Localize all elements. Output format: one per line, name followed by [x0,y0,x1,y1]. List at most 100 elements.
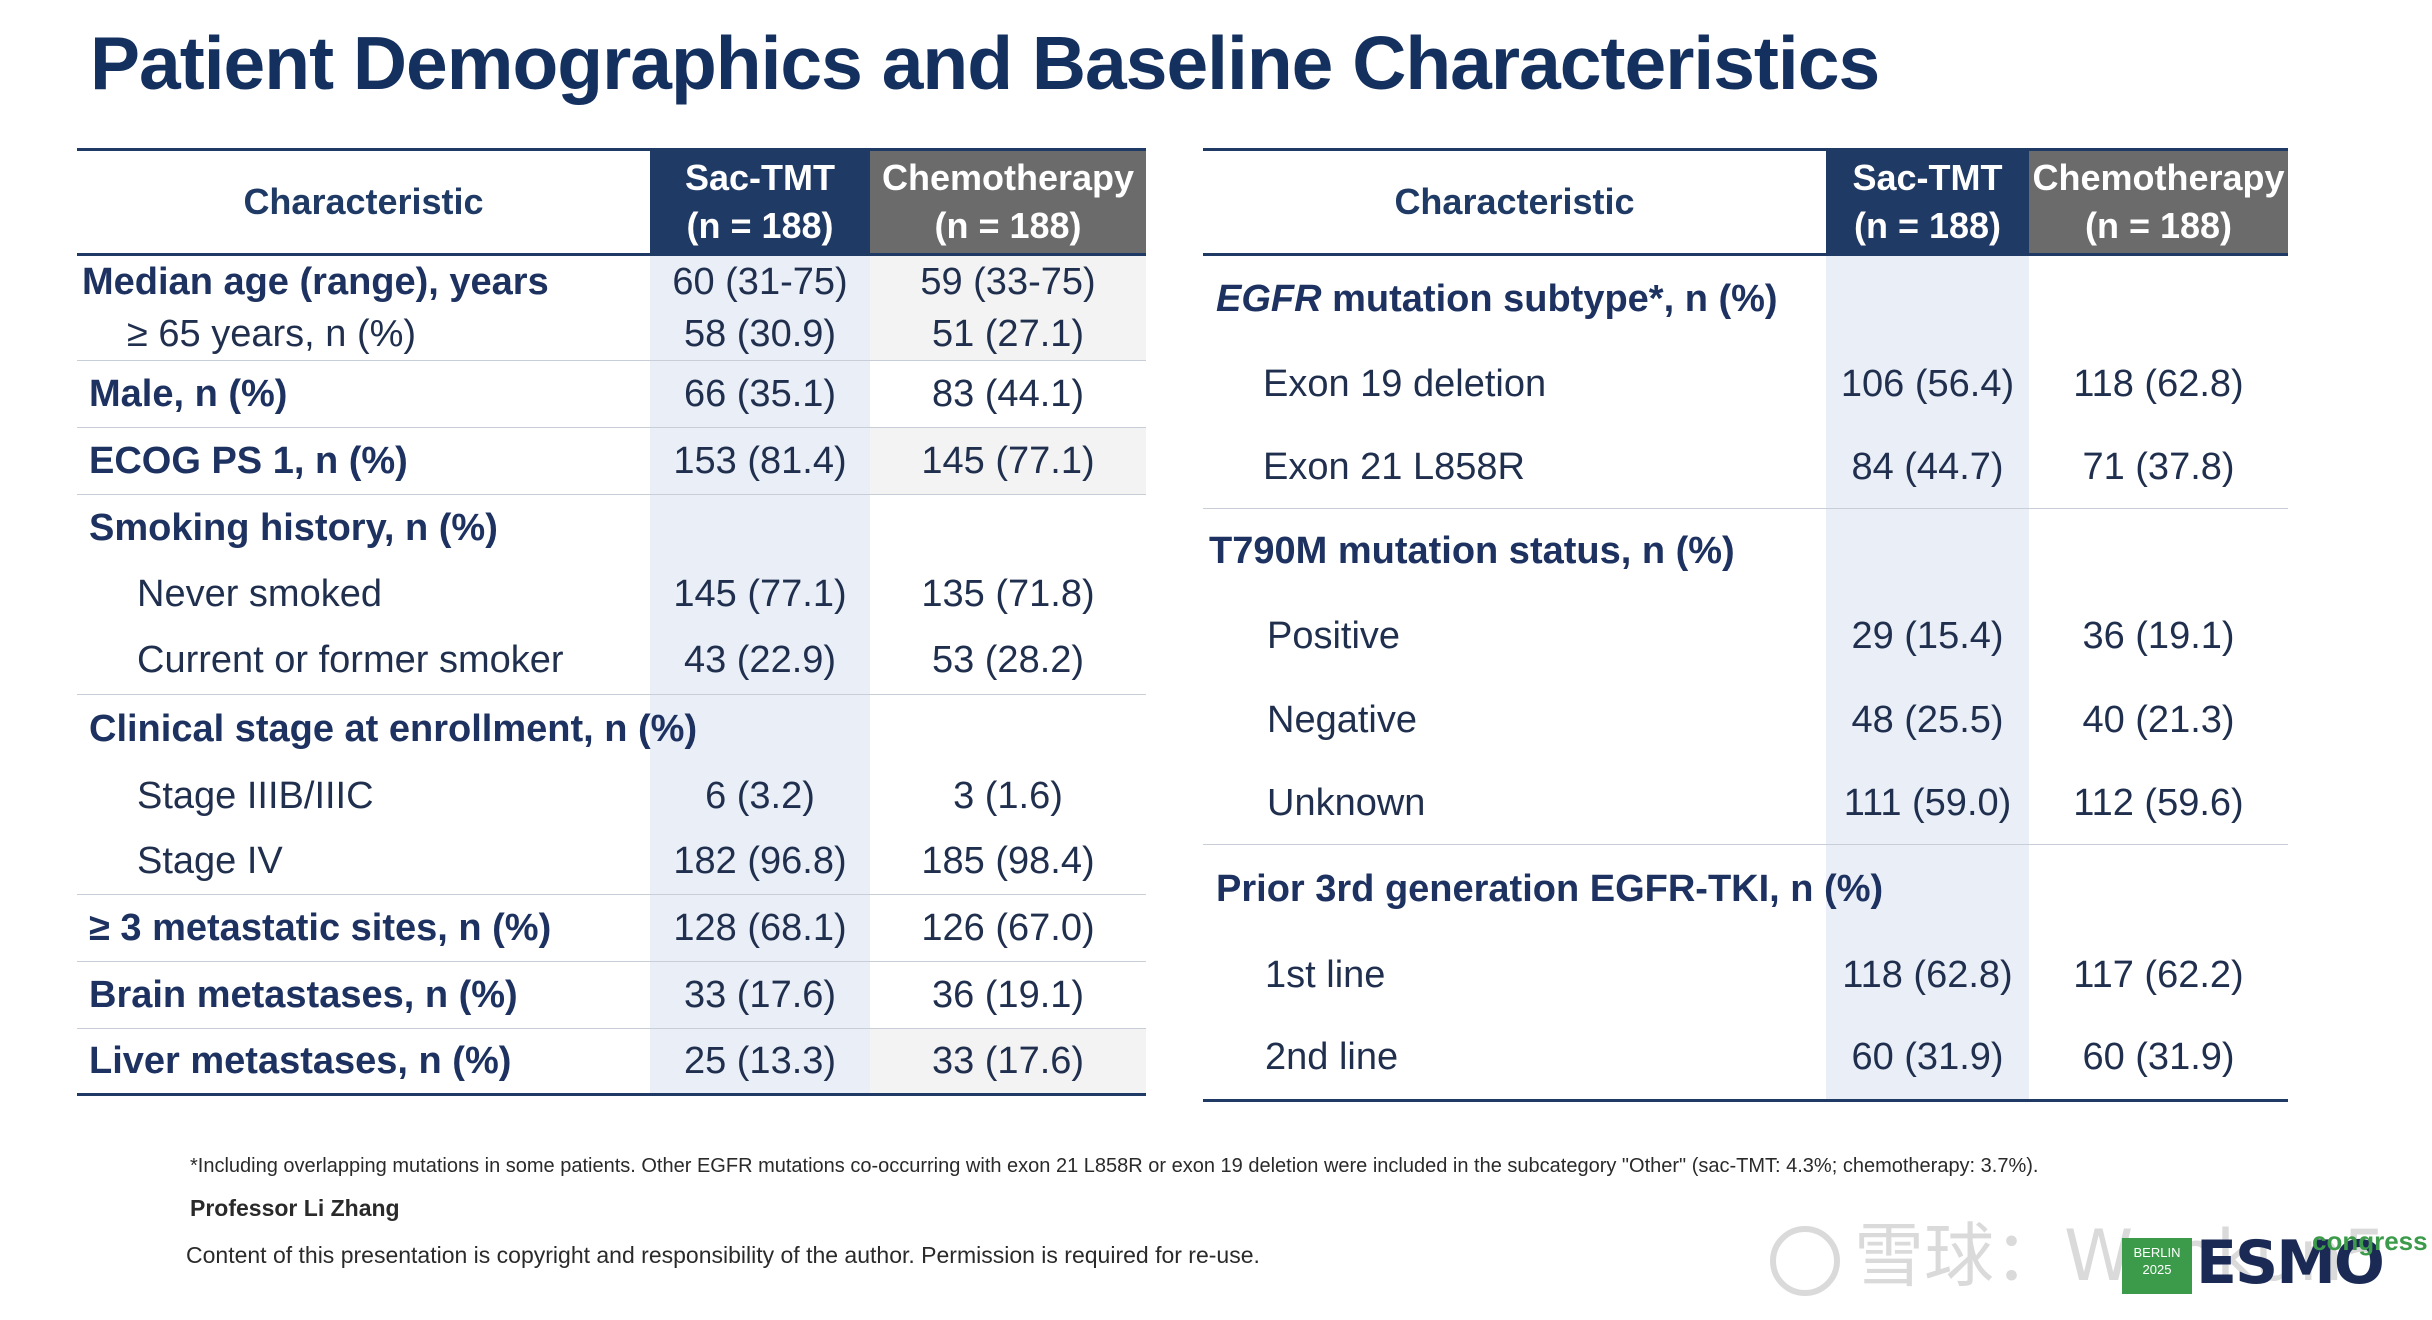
chemo-value: 3 (1.6) [870,764,1146,829]
chemo-value: 135 (71.8) [870,562,1146,627]
chemo-value [870,694,1146,765]
chemo-value: 33 (17.6) [870,1028,1146,1096]
row-label: Exon 19 deletion [1263,363,1547,405]
table-row: 1st line 118 (62.8) 117 (62.2) [1203,934,2288,1017]
chemo-value: 126 (67.0) [870,894,1146,962]
logo-city-badge: BERLIN 2025 [2122,1238,2192,1294]
chemo-value: 59 (33-75) [870,254,1146,309]
sac-value: 43 (22.9) [650,626,870,695]
sac-value: 111 (59.0) [1826,762,2029,845]
sac-value: 60 (31-75) [650,254,870,309]
table-row: Never smoked 145 (77.1) 135 (71.8) [77,562,1146,627]
sac-value [1826,844,2029,935]
table-row: Stage IV 182 (96.8) 185 (98.4) [77,828,1146,895]
sac-value: 48 (25.5) [1826,678,2029,763]
sac-value: 60 (31.9) [1826,1016,2029,1102]
table-row: Liver metastases, n (%) 25 (13.3) 33 (17… [77,1028,1146,1096]
table-row: Clinical stage at enrollment, n (%) [77,694,1146,765]
sac-value: 106 (56.4) [1826,342,2029,427]
table-row: Male, n (%) 66 (35.1) 83 (44.1) [77,360,1146,428]
header-chemo-n: (n = 188) [934,205,1082,246]
demographics-table-left: Characteristic Sac-TMT (n = 188) Chemoth… [77,148,1146,1096]
page-title: Patient Demographics and Baseline Charac… [90,21,1880,105]
chemo-value [2029,844,2288,935]
logo-brand: ESMO [2196,1228,2385,1298]
table-row: T790M mutation status, n (%) [1203,508,2288,595]
chemo-value: 40 (21.3) [2029,678,2288,763]
egfr-italic-label: EGFR [1216,277,1322,320]
chemo-value: 83 (44.1) [870,360,1146,428]
header-sac-n: (n = 188) [686,205,834,246]
watermark-text: 雪球：Wankun5 [1854,1215,2388,1297]
header-characteristic: Characteristic [77,148,650,256]
row-label: ECOG PS 1, n (%) [77,427,650,495]
row-label: Exon 21 L858R [1203,426,1826,509]
sac-value: 182 (96.8) [650,828,870,895]
header-sac-name: Sac-TMT [684,157,835,198]
chemo-value: 185 (98.4) [870,828,1146,895]
chemo-value [870,494,1146,563]
table-row: Positive 29 (15.4) 36 (19.1) [1203,594,2288,679]
row-label: Prior 3rd generation EGFR-TKI, n (%) [1216,868,1884,911]
sac-value: 84 (44.7) [1826,426,2029,509]
sac-value [650,694,870,765]
chemo-value [2029,508,2288,595]
row-label: Clinical stage at enrollment, n (%) [89,708,698,751]
logo-city: BERLIN [2133,1245,2181,1260]
table-row: Unknown 111 (59.0) 112 (59.6) [1203,762,2288,845]
row-label: Never smoked [137,573,382,615]
table-row: Smoking history, n (%) [77,494,1146,563]
chemo-value: 117 (62.2) [2029,934,2288,1017]
header-chemotherapy: Chemotherapy (n = 188) [2029,148,2288,256]
copyright-notice: Content of this presentation is copyrigh… [186,1242,1260,1268]
chemo-value: 112 (59.6) [2029,762,2288,845]
row-label: 2nd line [1203,1016,1826,1102]
row-label: Smoking history, n (%) [89,507,498,550]
sac-value: 118 (62.8) [1826,934,2029,1017]
sac-value: 145 (77.1) [650,562,870,627]
esmo-congress-logo: BERLIN 2025 ESMO congress [2122,1226,2428,1298]
table-row: Exon 19 deletion 106 (56.4) 118 (62.8) [1203,342,2288,427]
header-sac-tmt: Sac-TMT (n = 188) [650,148,870,256]
row-label: Median age (range), years [82,260,549,303]
row-label: Stage IIIB/IIIC [137,775,374,817]
row-label: Current or former smoker [77,626,650,695]
table-row: Current or former smoker 43 (22.9) 53 (2… [77,626,1146,695]
table-row: Stage IIIB/IIIC 6 (3.2) 3 (1.6) [77,764,1146,829]
table-header-row: Characteristic Sac-TMT (n = 188) Chemoth… [77,148,1146,256]
chemo-value: 51 (27.1) [870,308,1146,361]
row-label: Stage IV [77,828,650,895]
table-row: Brain metastases, n (%) 33 (17.6) 36 (19… [77,961,1146,1029]
table-row: ECOG PS 1, n (%) 153 (81.4) 145 (77.1) [77,427,1146,495]
watermark: 雪球：Wankun5 [1770,1200,2388,1301]
snowball-icon [1770,1225,1840,1296]
row-label: Brain metastases, n (%) [77,961,650,1029]
table-row: ≥ 3 metastatic sites, n (%) 128 (68.1) 1… [77,894,1146,962]
chemo-value: 53 (28.2) [870,626,1146,695]
sac-value: 25 (13.3) [650,1028,870,1096]
sac-value [1826,508,2029,595]
header-sac-n: (n = 188) [1853,205,2002,246]
chemo-value: 36 (19.1) [2029,594,2288,679]
header-characteristic: Characteristic [1203,148,1826,256]
row-label: Positive [1267,615,1401,657]
row-label: 1st line [1265,954,1386,996]
presenter-name: Professor Li Zhang [190,1195,400,1221]
table-header-row: Characteristic Sac-TMT (n = 188) Chemoth… [1203,148,2288,256]
header-chemo-n: (n = 188) [2084,205,2233,246]
table-row: Prior 3rd generation EGFR-TKI, n (%) [1203,844,2288,935]
sac-value: 29 (15.4) [1826,594,2029,679]
table-row: Exon 21 L858R 84 (44.7) 71 (37.8) [1203,426,2288,509]
chemo-value [2029,254,2288,343]
footnote: *Including overlapping mutations in some… [190,1155,2039,1177]
chemo-value: 71 (37.8) [2029,426,2288,509]
table-row: 2nd line 60 (31.9) 60 (31.9) [1203,1016,2288,1102]
table-row: Negative 48 (25.5) 40 (21.3) [1203,678,2288,763]
egfr-label-rest: mutation subtype*, n (%) [1321,277,1778,320]
table-row: EGFR mutation subtype*, n (%) [1203,254,2288,343]
header-chemo-name: Chemotherapy [881,157,1135,198]
row-label: Male, n (%) [77,360,650,428]
chemo-value: 145 (77.1) [870,427,1146,495]
row-label: Liver metastases, n (%) [77,1028,650,1096]
sac-value [1826,254,2029,343]
